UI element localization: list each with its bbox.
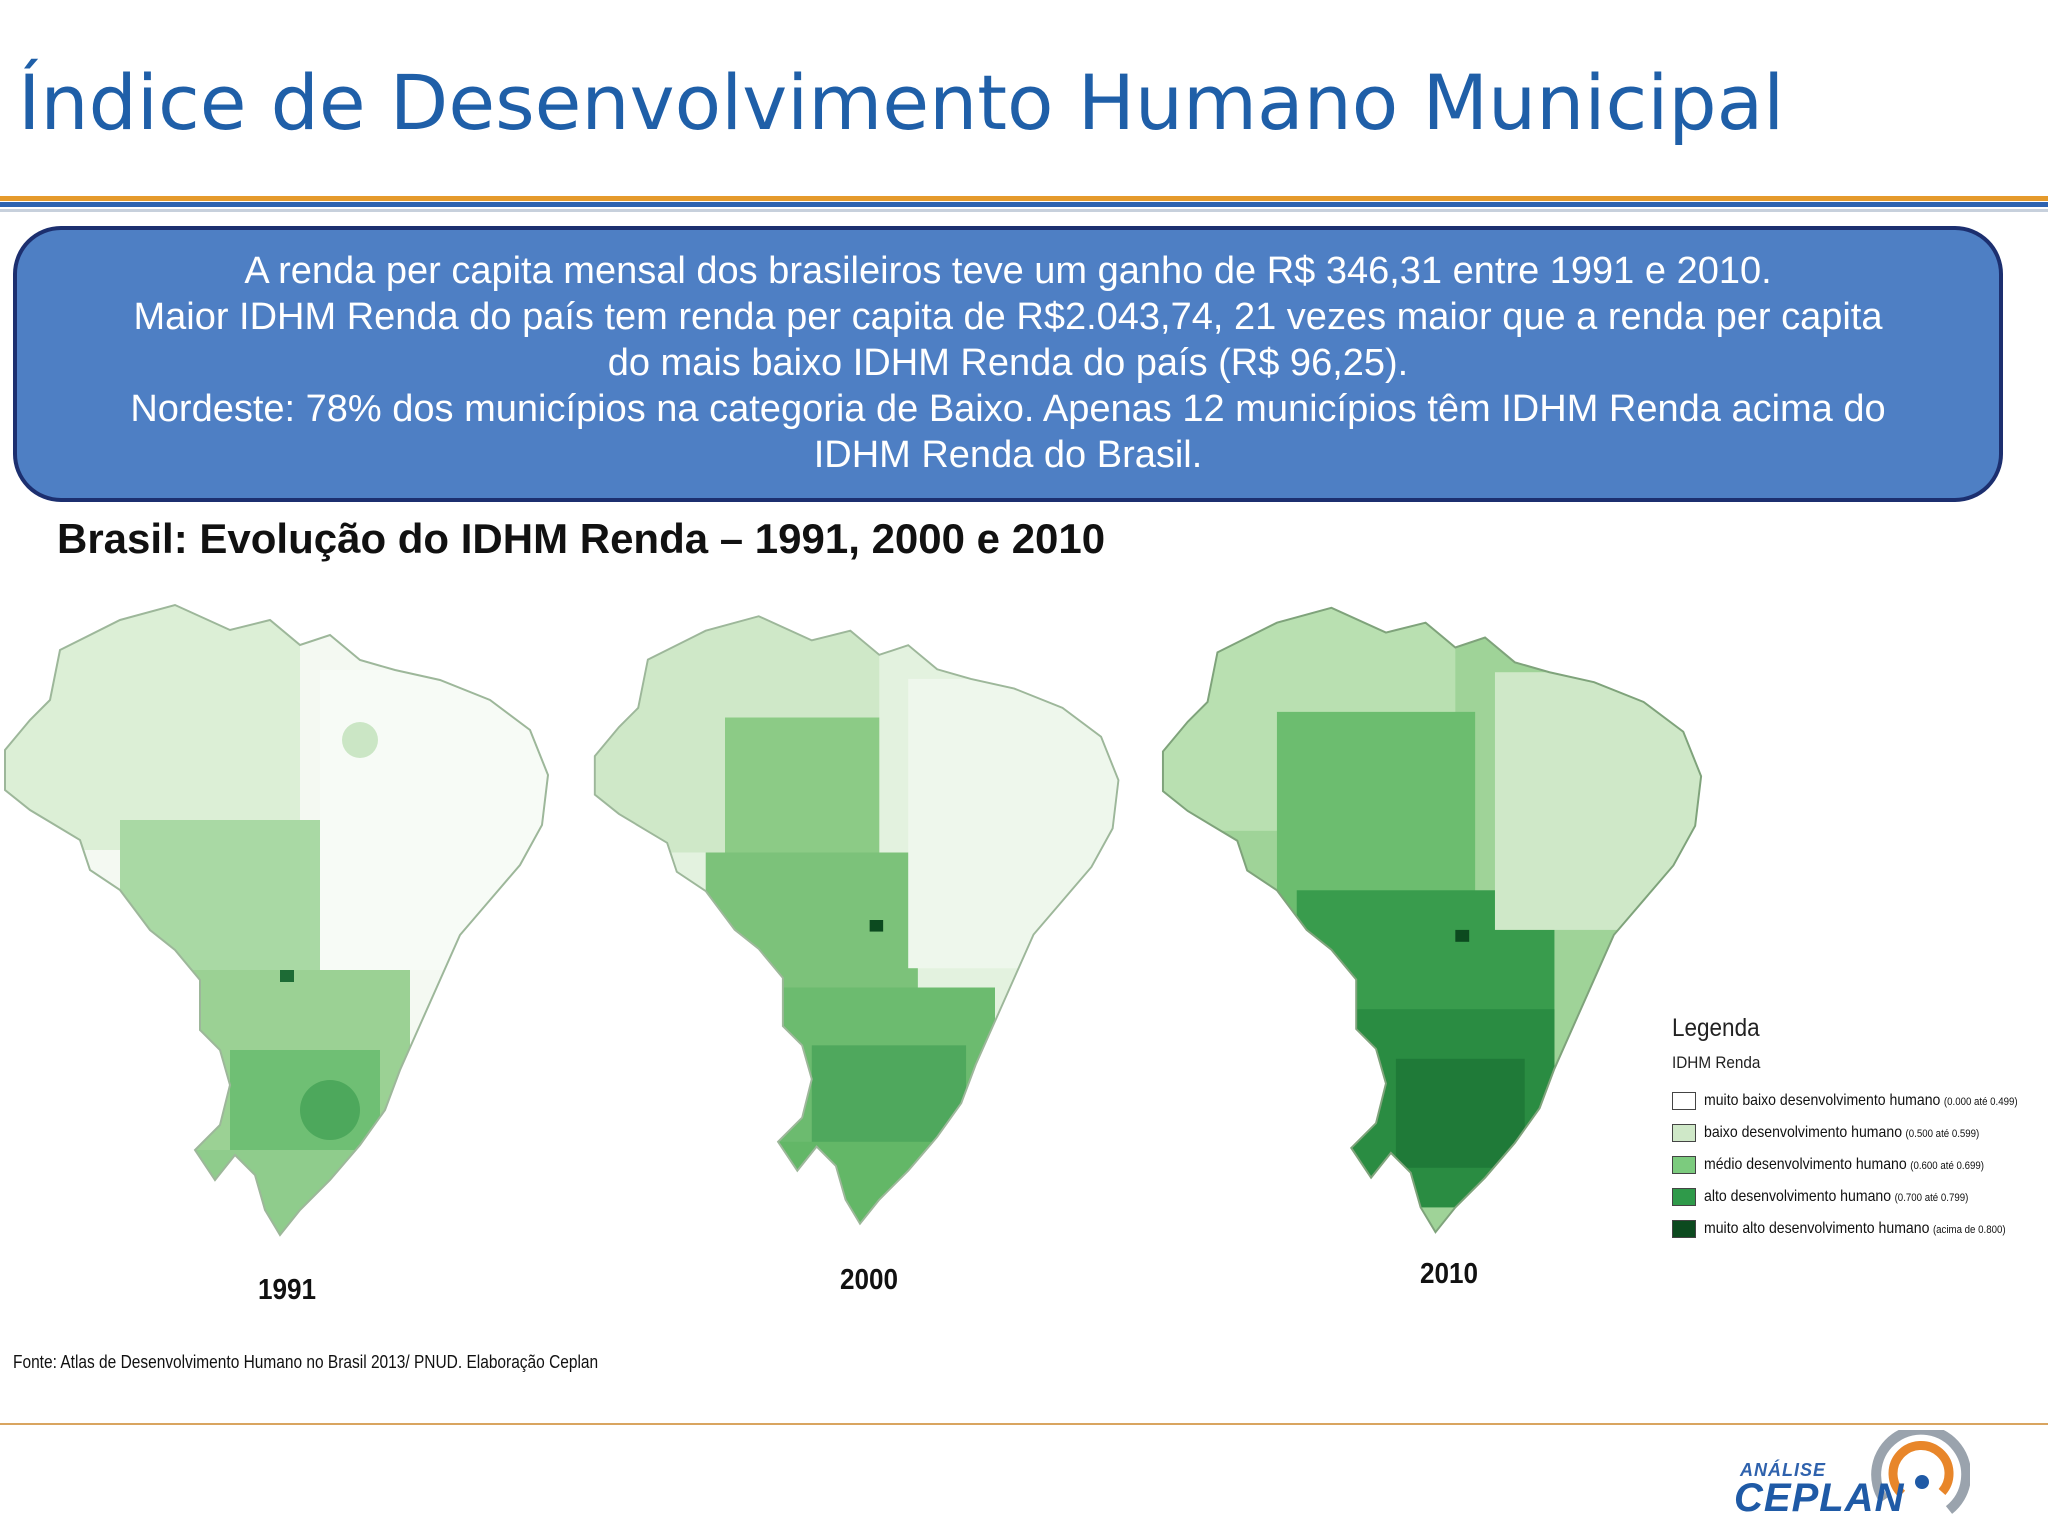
ceplan-logo: ANÁLISE CEPLAN — [1734, 1430, 1970, 1530]
logo-top-text: ANÁLISE — [1740, 1460, 1827, 1480]
summary-box: A renda per capita mensal dos brasileiro… — [13, 226, 2003, 502]
logo-swoosh-icon — [1871, 1430, 1970, 1514]
legend-swatch — [1672, 1092, 1696, 1110]
legend-item: baixo desenvolvimento humano (0.500 até 0… — [1672, 1117, 2032, 1149]
header-rule-blue — [0, 202, 2048, 207]
legend-title: Legenda — [1672, 1014, 1760, 1042]
legend-item: muito baixo desenvolvimento humano (0.000… — [1672, 1085, 2032, 1117]
map-2000: 2000 — [590, 590, 1130, 1296]
map-1991: 1991 — [0, 590, 560, 1306]
legend-label: muito baixo desenvolvimento humano (0.000… — [1704, 1092, 2018, 1109]
map-legend: Legenda IDHM Renda muito baixo desenvolv… — [1672, 1014, 2032, 1245]
legend-item: médio desenvolvimento humano (0.600 até 0… — [1672, 1149, 2032, 1181]
summary-line-3: do mais baixo IDHM Renda do país (R$ 96,… — [607, 342, 1409, 384]
map-year-1991: 1991 — [258, 1274, 317, 1306]
page-title: Índice de Desenvolvimento Humano Municip… — [18, 58, 1785, 147]
summary-line-5: IDHM Renda do Brasil. — [813, 434, 1203, 476]
legend-label: médio desenvolvimento humano (0.600 até 0… — [1704, 1156, 1984, 1173]
legend-label: baixo desenvolvimento humano (0.500 até 0… — [1704, 1124, 1980, 1141]
logo-main-text: CEPLAN — [1734, 1476, 1905, 1520]
legend-swatch — [1672, 1188, 1696, 1206]
map-year-2010: 2010 — [1420, 1258, 1479, 1290]
legend-swatch — [1672, 1156, 1696, 1174]
brazil-map-1991 — [4, 604, 549, 1236]
legend-label: alto desenvolvimento humano (0.700 até 0.… — [1704, 1188, 1969, 1205]
summary-line-2: Maior IDHM Renda do país tem renda per c… — [133, 296, 1883, 338]
map-2010: 2010 — [1158, 590, 1713, 1290]
legend-label: muito alto desenvolvimento humano (acima … — [1704, 1220, 2006, 1237]
summary-line-1: A renda per capita mensal dos brasileiro… — [244, 250, 1772, 292]
legend-item: muito alto desenvolvimento humano (acima … — [1672, 1213, 2032, 1245]
maps-heading: Brasil: Evolução do IDHM Renda – 1991, 2… — [57, 515, 1106, 562]
map-year-2000: 2000 — [840, 1264, 899, 1296]
summary-line-4: Nordeste: 78% dos municípios na categori… — [130, 388, 1886, 430]
source-note: Fonte: Atlas de Desenvolvimento Humano n… — [13, 1352, 599, 1372]
brazil-map-2010 — [1161, 606, 1703, 1234]
header-rule-orange — [0, 196, 2048, 201]
brazil-map-2000 — [593, 615, 1120, 1225]
header-rule-grey — [0, 209, 2048, 212]
legend-swatch — [1672, 1220, 1696, 1238]
legend-subtitle: IDHM Renda — [1672, 1053, 1761, 1072]
legend-item: alto desenvolvimento humano (0.700 até 0.… — [1672, 1181, 2032, 1213]
legend-swatch — [1672, 1124, 1696, 1142]
footer-rule — [0, 1423, 2048, 1425]
